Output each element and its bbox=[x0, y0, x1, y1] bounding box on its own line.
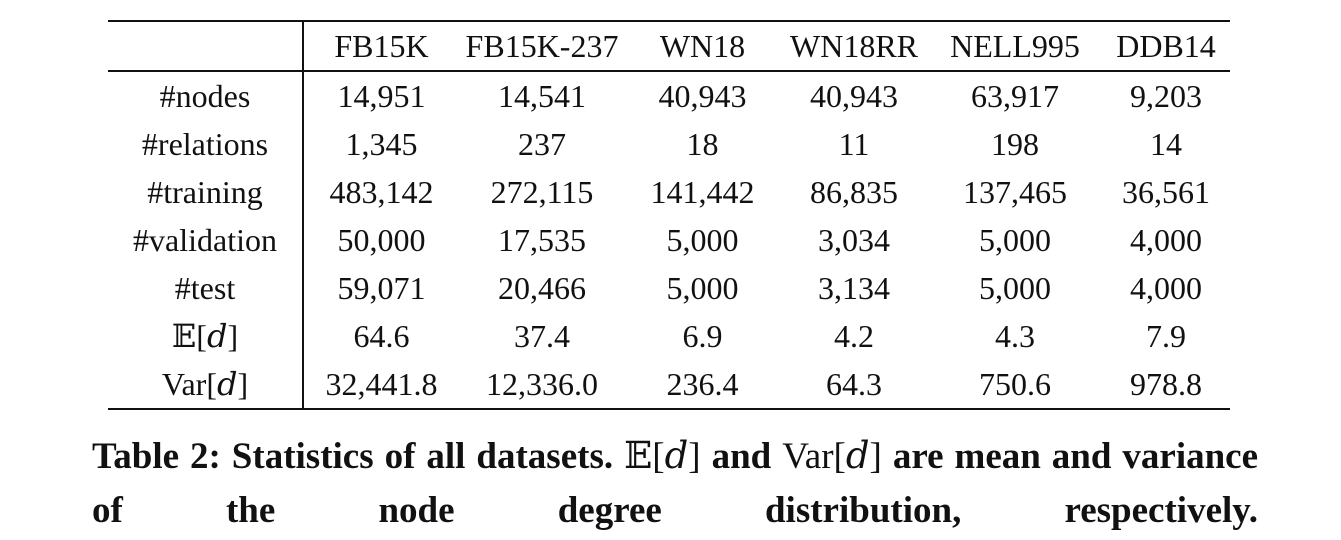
row-label: #training bbox=[108, 168, 304, 216]
cell: 40,943 bbox=[810, 77, 898, 114]
table-row: #nodes 14,951 14,541 40,943 40,943 63,917 9,20… bbox=[108, 71, 1230, 120]
cell: 5,000 bbox=[666, 221, 739, 258]
column-header: FB15K-237 bbox=[465, 27, 619, 64]
table-body: #nodes 14,951 14,541 40,943 40,943 63,917 9,20… bbox=[108, 71, 1230, 409]
cell: 14,951 bbox=[337, 77, 426, 114]
cell: 36,561 bbox=[1122, 173, 1210, 210]
cell: 14 bbox=[1150, 125, 1182, 162]
column-header: WN18RR bbox=[790, 27, 918, 64]
cell: 6.9 bbox=[682, 317, 723, 354]
cell: 1,345 bbox=[345, 125, 418, 162]
caption-text: are mean and variance of the node degree… bbox=[92, 436, 1259, 531]
cell: 12,336.0 bbox=[486, 365, 598, 402]
column-header: FB15K bbox=[334, 27, 429, 64]
stats-table: FB15K FB15K-237 WN18 WN18RR NELL995 DDB14 #no… bbox=[108, 20, 1230, 410]
cell: 7.9 bbox=[1146, 317, 1186, 354]
row-label: #relations bbox=[108, 120, 304, 168]
caption-math: Var[𝑑] bbox=[782, 436, 882, 477]
cell: 50,000 bbox=[337, 221, 426, 258]
cell: 20,466 bbox=[498, 269, 586, 306]
cell: 5,000 bbox=[666, 269, 739, 306]
caption-math: 𝔼[𝑑] bbox=[624, 436, 701, 477]
table-row: #test 59,071 20,466 5,000 3,134 5,000 4,000 bbox=[108, 264, 1230, 312]
cell: 9,203 bbox=[1130, 77, 1202, 114]
cell: 14,541 bbox=[498, 77, 586, 114]
row-label: Var[𝑑] bbox=[108, 360, 304, 409]
cell: 5,000 bbox=[979, 221, 1051, 258]
cell: 236.4 bbox=[666, 365, 739, 402]
cell: 4,000 bbox=[1130, 221, 1202, 258]
cell: 40,943 bbox=[658, 77, 747, 114]
column-header: DDB14 bbox=[1116, 27, 1216, 64]
cell: 32,441.8 bbox=[325, 365, 438, 402]
cell: 5,000 bbox=[979, 269, 1051, 306]
row-label: #validation bbox=[108, 216, 304, 264]
cell: 198 bbox=[991, 125, 1039, 162]
caption: Table 2: Statistics of all datasets. 𝔼[𝑑… bbox=[92, 430, 1258, 538]
cell: 272,115 bbox=[490, 173, 594, 210]
cell: 64.6 bbox=[353, 317, 410, 354]
cell: 18 bbox=[686, 125, 719, 162]
table-row: #validation 50,000 17,535 5,000 3,034 5,000 4,… bbox=[108, 216, 1230, 264]
cell: 17,535 bbox=[498, 221, 586, 258]
cell: 11 bbox=[838, 125, 870, 162]
header-row: FB15K FB15K-237 WN18 WN18RR NELL995 DDB14 bbox=[108, 21, 1230, 71]
cell: 37.4 bbox=[514, 317, 570, 354]
table-row: #training 483,142 272,115 141,442 86,835 137,… bbox=[108, 168, 1230, 216]
cell: 3,034 bbox=[818, 221, 890, 258]
cell: 4,000 bbox=[1130, 269, 1202, 306]
column-header: NELL995 bbox=[950, 27, 1080, 64]
corner-cell bbox=[108, 21, 304, 71]
cell: 86,835 bbox=[810, 173, 898, 210]
column-header: WN18 bbox=[659, 27, 746, 64]
cell: 483,142 bbox=[329, 173, 434, 210]
row-label: 𝔼[𝑑] bbox=[108, 312, 304, 360]
row-label: #nodes bbox=[108, 71, 304, 120]
cell: 750.6 bbox=[979, 365, 1051, 402]
cell: 978.8 bbox=[1130, 365, 1202, 402]
cell: 4.3 bbox=[995, 317, 1035, 354]
cell: 64.3 bbox=[826, 365, 882, 402]
table-row: #relations 1,345 237 18 11 198 14 bbox=[108, 120, 1230, 168]
cell: 3,134 bbox=[818, 269, 890, 306]
caption-text: Table 2: Statistics of all datasets. bbox=[92, 436, 614, 477]
row-label: #test bbox=[108, 264, 304, 312]
caption-text: and bbox=[711, 436, 772, 477]
cell: 141,442 bbox=[650, 173, 755, 210]
cell: 4.2 bbox=[834, 317, 874, 354]
cell: 237 bbox=[518, 125, 566, 162]
cell: 63,917 bbox=[971, 77, 1059, 114]
cell: 59,071 bbox=[337, 269, 426, 306]
table-row: 𝔼[𝑑] 64.6 37.4 6.9 4.2 4.3 7.9 bbox=[108, 312, 1230, 360]
table-row: Var[𝑑] 32,441.8 12,336.0 236.4 64.3 750.6 978.… bbox=[108, 360, 1230, 409]
cell: 137,465 bbox=[963, 173, 1067, 210]
